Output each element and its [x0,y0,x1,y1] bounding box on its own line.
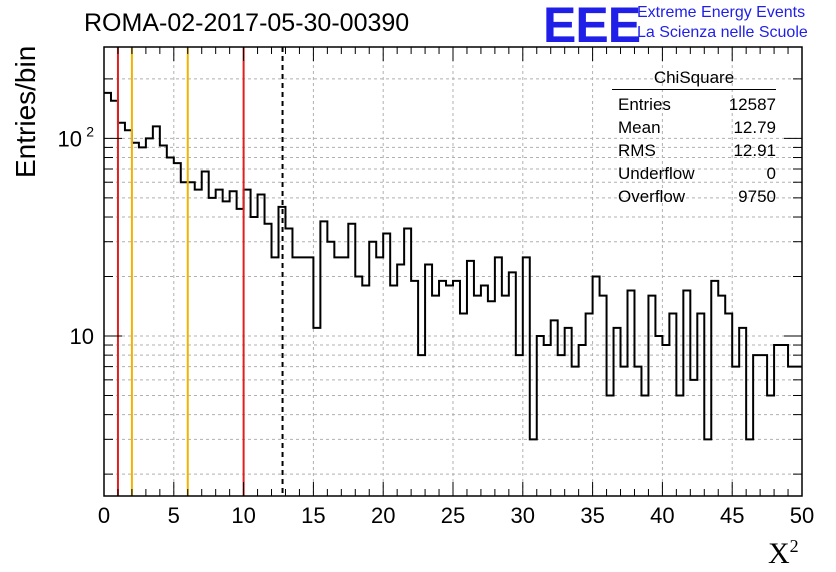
x-tick-label: 50 [790,503,814,528]
x-tick-label: 45 [720,503,744,528]
x-tick-label: 20 [371,503,395,528]
x-axis-label-base: X [768,537,790,570]
x-tick-label: 15 [301,503,325,528]
stats-value: 12587 [728,95,776,114]
x-tick-label: 10 [231,503,255,528]
logo-line-1: Extreme Energy Events [637,4,806,21]
histogram-series [104,91,802,441]
x-tick-label: 35 [580,503,604,528]
x-tick-label: 40 [650,503,674,528]
stats-label: Underflow [618,164,695,183]
stats-value: 12.91 [733,141,776,160]
stats-row-rms: RMS 12.91 [612,139,776,162]
stats-value: 12.79 [733,118,776,137]
y-axis-label: Entries/bin [10,45,41,178]
x-tick-label: 25 [441,503,465,528]
x-axis-label: X2 [768,536,799,571]
stats-label: Overflow [618,187,686,206]
stats-label: Entries [618,95,671,114]
histogram-title: ROMA-02-2017-05-30-00390 [84,9,410,37]
stats-row-overflow: Overflow 9750 [612,185,776,208]
y-tick-label: 10 [70,324,94,349]
stats-label: Mean [618,118,661,137]
y-tick-label: 10 [58,126,82,151]
stats-row-underflow: Underflow 0 [612,162,776,185]
x-tick-label: 5 [168,503,180,528]
stats-box: ChiSquare Entries 12587 Mean 12.79 RMS 1… [612,66,776,208]
x-tick-label: 30 [511,503,535,528]
stats-value: 0 [766,164,776,183]
x-tick-label: 0 [98,503,110,528]
stats-row-mean: Mean 12.79 [612,116,776,139]
stats-label: RMS [618,141,656,160]
x-axis-label-exponent: 2 [789,536,799,556]
stats-title: ChiSquare [612,66,776,90]
stats-value: 9750 [738,187,776,206]
logo-line-2: La Scienza nelle Scuole [637,24,808,41]
stats-row-entries: Entries 12587 [612,93,776,116]
eee-logo: EEE [543,0,641,53]
y-tick-label-exponent: 2 [86,123,94,139]
